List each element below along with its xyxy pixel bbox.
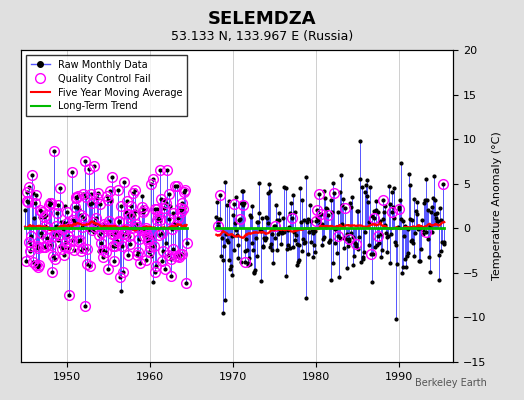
Text: SELEMDZA: SELEMDZA xyxy=(208,10,316,28)
Legend: Raw Monthly Data, Quality Control Fail, Five Year Moving Average, Long-Term Tren: Raw Monthly Data, Quality Control Fail, … xyxy=(26,55,187,116)
Y-axis label: Temperature Anomaly (°C): Temperature Anomaly (°C) xyxy=(492,132,502,280)
Text: 53.133 N, 133.967 E (Russia): 53.133 N, 133.967 E (Russia) xyxy=(171,30,353,43)
Text: Berkeley Earth: Berkeley Earth xyxy=(416,378,487,388)
